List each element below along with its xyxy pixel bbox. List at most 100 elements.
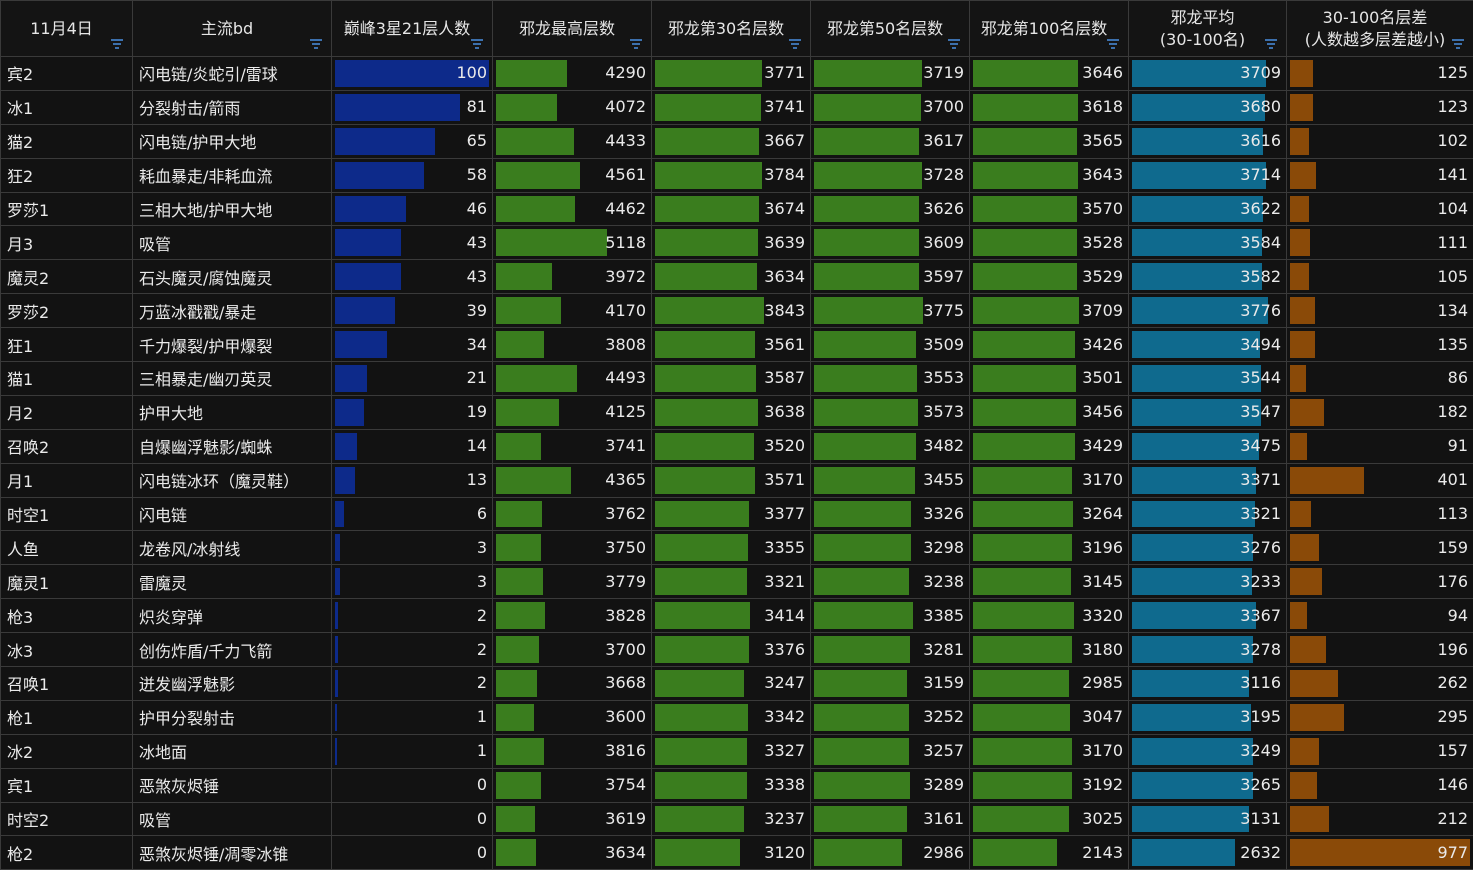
- cell-avg[interactable]: 3195: [1129, 700, 1287, 734]
- cell-hero[interactable]: 枪3: [1, 599, 133, 633]
- cell-count[interactable]: 58: [332, 158, 493, 192]
- cell-rank100[interactable]: 3047: [970, 700, 1129, 734]
- filter-icon[interactable]: [1106, 38, 1120, 50]
- cell-rank50[interactable]: 3728: [811, 158, 970, 192]
- cell-avg[interactable]: 3622: [1129, 192, 1287, 226]
- cell-diff[interactable]: 113: [1287, 497, 1473, 531]
- cell-max[interactable]: 3762: [493, 497, 652, 531]
- header-avg[interactable]: 邪龙平均(30-100名): [1129, 1, 1287, 57]
- cell-max[interactable]: 3779: [493, 565, 652, 599]
- cell-max[interactable]: 4561: [493, 158, 652, 192]
- cell-rank100[interactable]: 3170: [970, 463, 1129, 497]
- cell-max[interactable]: 4433: [493, 124, 652, 158]
- cell-max[interactable]: 3750: [493, 531, 652, 565]
- cell-max[interactable]: 4493: [493, 362, 652, 396]
- cell-avg[interactable]: 3249: [1129, 734, 1287, 768]
- cell-avg[interactable]: 3131: [1129, 802, 1287, 836]
- cell-count[interactable]: 2: [332, 667, 493, 701]
- cell-diff[interactable]: 157: [1287, 734, 1473, 768]
- cell-rank50[interactable]: 2986: [811, 836, 970, 870]
- cell-diff[interactable]: 182: [1287, 395, 1473, 429]
- cell-hero[interactable]: 枪1: [1, 700, 133, 734]
- cell-rank30[interactable]: 3571: [652, 463, 811, 497]
- cell-count[interactable]: 65: [332, 124, 493, 158]
- cell-rank50[interactable]: 3617: [811, 124, 970, 158]
- cell-build[interactable]: 龙卷风/冰射线: [133, 531, 332, 565]
- cell-rank30[interactable]: 3120: [652, 836, 811, 870]
- cell-avg[interactable]: 3776: [1129, 294, 1287, 328]
- cell-diff[interactable]: 105: [1287, 260, 1473, 294]
- cell-count[interactable]: 2: [332, 599, 493, 633]
- cell-avg[interactable]: 2632: [1129, 836, 1287, 870]
- cell-diff[interactable]: 102: [1287, 124, 1473, 158]
- filter-icon[interactable]: [629, 38, 643, 50]
- header-rank30[interactable]: 邪龙第30名层数: [652, 1, 811, 57]
- cell-count[interactable]: 13: [332, 463, 493, 497]
- cell-build[interactable]: 耗血暴走/非耗血流: [133, 158, 332, 192]
- cell-rank100[interactable]: 3529: [970, 260, 1129, 294]
- cell-avg[interactable]: 3709: [1129, 57, 1287, 91]
- cell-rank100[interactable]: 2143: [970, 836, 1129, 870]
- cell-rank50[interactable]: 3257: [811, 734, 970, 768]
- cell-max[interactable]: 4072: [493, 90, 652, 124]
- cell-rank100[interactable]: 3180: [970, 633, 1129, 667]
- cell-rank50[interactable]: 3482: [811, 429, 970, 463]
- cell-rank30[interactable]: 3321: [652, 565, 811, 599]
- cell-rank30[interactable]: 3237: [652, 802, 811, 836]
- cell-avg[interactable]: 3367: [1129, 599, 1287, 633]
- cell-rank30[interactable]: 3520: [652, 429, 811, 463]
- cell-build[interactable]: 闪电链/炎蛇引/雷球: [133, 57, 332, 91]
- cell-build[interactable]: 自爆幽浮魅影/蜘蛛: [133, 429, 332, 463]
- cell-rank50[interactable]: 3609: [811, 226, 970, 260]
- cell-hero[interactable]: 月2: [1, 395, 133, 429]
- cell-rank30[interactable]: 3638: [652, 395, 811, 429]
- cell-rank50[interactable]: 3298: [811, 531, 970, 565]
- cell-count[interactable]: 21: [332, 362, 493, 396]
- cell-rank50[interactable]: 3159: [811, 667, 970, 701]
- cell-max[interactable]: 3816: [493, 734, 652, 768]
- cell-rank50[interactable]: 3509: [811, 328, 970, 362]
- cell-build[interactable]: 创伤炸盾/千力飞箭: [133, 633, 332, 667]
- cell-hero[interactable]: 召唤2: [1, 429, 133, 463]
- cell-max[interactable]: 4125: [493, 395, 652, 429]
- cell-count[interactable]: 39: [332, 294, 493, 328]
- cell-diff[interactable]: 111: [1287, 226, 1473, 260]
- filter-icon[interactable]: [309, 38, 323, 50]
- cell-rank50[interactable]: 3719: [811, 57, 970, 91]
- cell-rank100[interactable]: 3565: [970, 124, 1129, 158]
- cell-avg[interactable]: 3371: [1129, 463, 1287, 497]
- cell-avg[interactable]: 3494: [1129, 328, 1287, 362]
- cell-diff[interactable]: 295: [1287, 700, 1473, 734]
- header-max[interactable]: 邪龙最高层数: [493, 1, 652, 57]
- cell-rank50[interactable]: 3161: [811, 802, 970, 836]
- cell-count[interactable]: 14: [332, 429, 493, 463]
- cell-rank100[interactable]: 3196: [970, 531, 1129, 565]
- cell-count[interactable]: 3: [332, 531, 493, 565]
- cell-avg[interactable]: 3544: [1129, 362, 1287, 396]
- cell-build[interactable]: 雷魔灵: [133, 565, 332, 599]
- cell-rank50[interactable]: 3626: [811, 192, 970, 226]
- cell-diff[interactable]: 134: [1287, 294, 1473, 328]
- cell-rank30[interactable]: 3414: [652, 599, 811, 633]
- cell-max[interactable]: 3828: [493, 599, 652, 633]
- cell-rank30[interactable]: 3355: [652, 531, 811, 565]
- cell-count[interactable]: 81: [332, 90, 493, 124]
- cell-build[interactable]: 闪电链/护甲大地: [133, 124, 332, 158]
- cell-diff[interactable]: 125: [1287, 57, 1473, 91]
- cell-avg[interactable]: 3582: [1129, 260, 1287, 294]
- header-diff[interactable]: 30-100名层差(人数越多层差越小): [1287, 1, 1473, 57]
- cell-build[interactable]: 护甲分裂射击: [133, 700, 332, 734]
- cell-max[interactable]: 3754: [493, 768, 652, 802]
- cell-rank100[interactable]: 3192: [970, 768, 1129, 802]
- cell-rank30[interactable]: 3561: [652, 328, 811, 362]
- cell-diff[interactable]: 401: [1287, 463, 1473, 497]
